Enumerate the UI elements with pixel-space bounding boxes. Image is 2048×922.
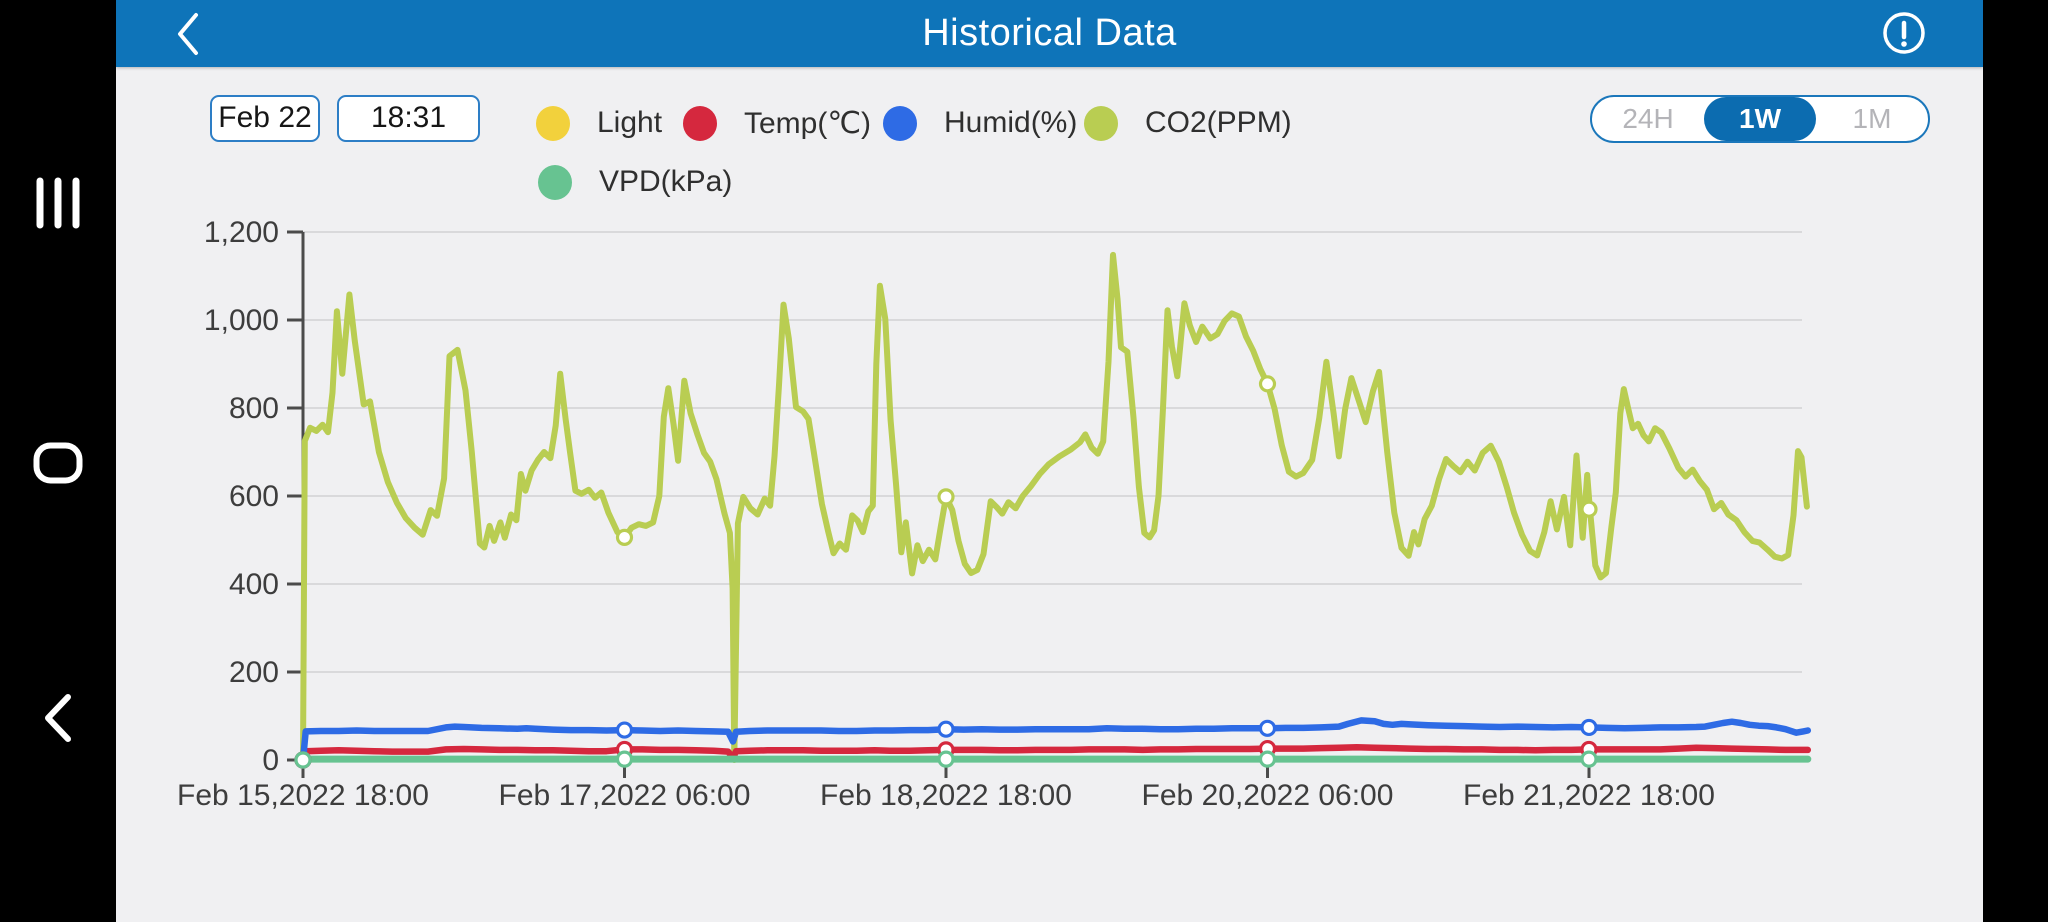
light-series-dot-icon bbox=[536, 105, 570, 141]
time-field[interactable]: 18:31 bbox=[337, 95, 480, 142]
sample-marker bbox=[1258, 375, 1277, 393]
range-option-24h[interactable]: 24H bbox=[1622, 103, 1674, 134]
sample-marker bbox=[1580, 500, 1598, 518]
legend-label: VPD(kPa) bbox=[599, 165, 733, 198]
recent-apps-icon bbox=[34, 177, 82, 234]
chevron-left-icon bbox=[42, 692, 74, 749]
legend-item-co2[interactable]: CO2(PPM) bbox=[1084, 105, 1292, 141]
temp-series-dot-icon bbox=[683, 105, 717, 141]
legend-item-vpd[interactable]: VPD(kPa) bbox=[538, 164, 732, 200]
sample-marker bbox=[937, 720, 955, 738]
legend-label: Humid(%) bbox=[944, 106, 1078, 139]
series-line-temp- bbox=[299, 743, 1812, 764]
y-axis-label: 1,000 bbox=[204, 304, 279, 337]
range-option-1m[interactable]: 1M bbox=[1852, 103, 1892, 134]
humid-series-dot-icon bbox=[883, 105, 917, 141]
co2-series-dot-icon bbox=[1084, 105, 1118, 141]
legend-item-temp[interactable]: Temp(℃) bbox=[683, 105, 871, 141]
back-button[interactable] bbox=[164, 8, 216, 60]
sample-marker bbox=[937, 488, 955, 506]
y-axis-label: 400 bbox=[229, 568, 279, 601]
page-title: Historical Data bbox=[922, 12, 1177, 54]
vpd-series-dot-icon bbox=[538, 164, 572, 200]
x-axis-label: Feb 17,2022 06:00 bbox=[499, 779, 751, 812]
sample-marker bbox=[615, 721, 634, 739]
recent-apps-button[interactable] bbox=[0, 150, 116, 260]
x-axis-label: Feb 21,2022 18:00 bbox=[1463, 779, 1715, 812]
x-axis-label: Feb 20,2022 06:00 bbox=[1142, 779, 1394, 812]
x-axis-label: Feb 15,2022 18:00 bbox=[177, 779, 429, 812]
sample-marker bbox=[1580, 718, 1598, 737]
range-toggle: 24H 1W 1M bbox=[1590, 95, 1930, 143]
y-axis-label: 600 bbox=[229, 480, 279, 513]
y-axis-label: 0 bbox=[262, 744, 279, 777]
sample-marker bbox=[1580, 750, 1598, 768]
alert-button[interactable] bbox=[1878, 7, 1930, 59]
legend-item-light[interactable]: Light bbox=[536, 105, 662, 141]
date-field[interactable]: Feb 22 bbox=[210, 95, 320, 142]
x-axis-label: Feb 18,2022 18:00 bbox=[820, 779, 1072, 812]
sample-marker bbox=[1258, 750, 1277, 768]
sample-marker bbox=[1258, 719, 1277, 737]
chevron-left-icon bbox=[164, 13, 216, 64]
y-axis-label: 1,200 bbox=[204, 216, 279, 249]
home-button[interactable] bbox=[0, 410, 116, 520]
y-axis-label: 800 bbox=[229, 392, 279, 425]
exclamation-circle-icon bbox=[1878, 12, 1930, 63]
series-line-humid- bbox=[299, 717, 1812, 764]
app-window: Historical Data Feb 22 18:31 Light bbox=[116, 0, 1983, 922]
sample-marker bbox=[615, 528, 634, 546]
sample-marker bbox=[615, 750, 634, 768]
legend-item-humid[interactable]: Humid(%) bbox=[883, 105, 1077, 141]
sample-marker bbox=[294, 751, 312, 769]
series-line-co2-ppm- bbox=[300, 251, 1810, 763]
back-nav-button[interactable] bbox=[0, 665, 116, 775]
legend-label: Temp(℃) bbox=[744, 106, 872, 140]
y-axis-label: 200 bbox=[229, 656, 279, 689]
range-option-1w[interactable]: 1W bbox=[1704, 97, 1816, 141]
sample-marker bbox=[937, 750, 955, 768]
legend-label: Light bbox=[597, 106, 663, 139]
home-icon bbox=[33, 442, 83, 489]
legend-label: CO2(PPM) bbox=[1145, 106, 1292, 139]
app-header: Historical Data bbox=[116, 0, 1983, 67]
screen-bezel-right bbox=[1983, 0, 2048, 922]
android-nav-rail bbox=[0, 0, 116, 922]
history-chart-plot[interactable]: 0 200 400 600 800 1,000 1,200 Feb 15,2022 18:00… bbox=[116, 0, 1983, 922]
